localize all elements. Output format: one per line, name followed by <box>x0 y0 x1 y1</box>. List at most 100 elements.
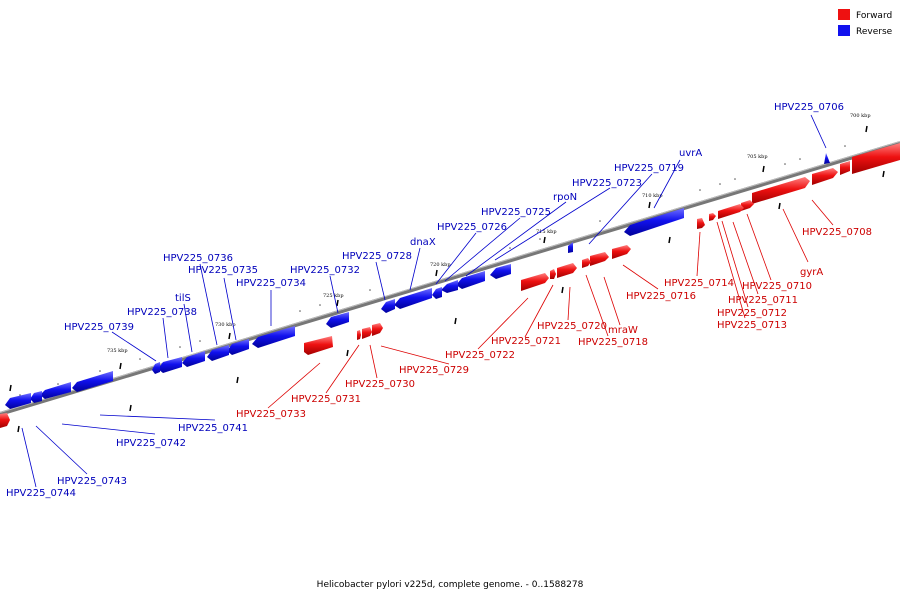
scale-dot <box>179 346 181 348</box>
gene-label[interactable]: HPV225_0708 <box>802 227 872 238</box>
gene-label[interactable]: HPV225_0743 <box>57 476 127 487</box>
gene-block-forward[interactable] <box>357 330 361 340</box>
leader-line <box>329 275 339 314</box>
gene-label[interactable]: HPV225_0722 <box>445 350 515 361</box>
leader-line <box>721 220 749 308</box>
gene-block-forward[interactable] <box>362 327 372 339</box>
gene-block-reverse[interactable] <box>490 264 511 279</box>
gene-block-forward[interactable] <box>582 258 591 268</box>
gene-label[interactable]: HPV225_0735 <box>188 265 258 276</box>
gene-label[interactable]: gyrA <box>800 267 823 278</box>
gene-block-forward[interactable] <box>372 323 383 336</box>
gene-block-reverse[interactable] <box>252 326 295 348</box>
legend-forward-label: Forward <box>856 11 892 21</box>
gene-label[interactable]: HPV225_0721 <box>491 336 561 347</box>
gene-block-reverse[interactable] <box>456 271 485 289</box>
gene-label[interactable]: uvrA <box>679 148 702 159</box>
gene-block-forward[interactable] <box>557 263 577 278</box>
gene-block-forward[interactable] <box>697 218 705 229</box>
gene-block-reverse[interactable] <box>182 351 205 367</box>
leader-line <box>111 331 157 362</box>
gene-block-reverse[interactable] <box>568 242 573 253</box>
leader-line <box>21 427 37 488</box>
gene-block-forward[interactable] <box>590 252 609 266</box>
gene-label[interactable]: HPV225_0732 <box>290 265 360 276</box>
gene-label[interactable]: HPV225_0714 <box>664 278 734 289</box>
gene-label[interactable]: HPV225_0738 <box>127 307 197 318</box>
gene-block-reverse[interactable] <box>624 208 684 236</box>
leader-line <box>477 297 529 350</box>
gene-block-forward[interactable] <box>852 143 900 174</box>
gene-block-forward[interactable] <box>752 177 810 204</box>
gene-label[interactable]: HPV225_0720 <box>537 321 607 332</box>
gene-label[interactable]: HPV225_0723 <box>572 178 642 189</box>
gene-block-reverse[interactable] <box>40 382 71 399</box>
gene-label[interactable]: HPV225_0729 <box>399 365 469 376</box>
gene-block-forward[interactable] <box>612 245 631 259</box>
scale-dot <box>299 310 301 312</box>
gene-block-reverse[interactable] <box>158 357 182 373</box>
gene-label[interactable]: HPV225_0712 <box>717 308 787 319</box>
scale-dot <box>19 394 21 396</box>
gene-block-forward[interactable] <box>550 269 556 279</box>
gene-label[interactable]: HPV225_0719 <box>614 163 684 174</box>
gene-block-reverse[interactable] <box>441 280 458 293</box>
gene-label[interactable]: tilS <box>175 293 191 304</box>
gene-block-reverse[interactable] <box>30 391 42 403</box>
scale-tick <box>882 170 885 178</box>
gene-block-reverse[interactable] <box>207 345 229 361</box>
gene-label[interactable]: HPV225_0726 <box>437 222 507 233</box>
gene-block-forward[interactable] <box>812 168 838 185</box>
gene-block-reverse[interactable] <box>227 339 249 355</box>
scale-tick <box>543 236 546 244</box>
gene-block-reverse[interactable] <box>152 362 160 374</box>
scale-dot <box>784 163 786 165</box>
gene-block-forward[interactable] <box>304 336 333 355</box>
gene-block-forward[interactable] <box>840 161 850 175</box>
scale-label: 705 kbp <box>747 154 768 160</box>
gene-block-forward[interactable] <box>0 413 10 428</box>
gene-label[interactable]: HPV225_0731 <box>291 394 361 405</box>
gene-label[interactable]: HPV225_0736 <box>163 253 233 264</box>
scale-tick <box>668 236 671 244</box>
scale-dot <box>799 158 801 160</box>
scale-dot <box>844 145 846 147</box>
gene-label[interactable]: HPV225_0710 <box>742 281 812 292</box>
gene-block-reverse[interactable] <box>381 299 395 313</box>
gene-label[interactable]: HPV225_0711 <box>728 295 798 306</box>
scale-tick <box>129 404 132 412</box>
gene-block-reverse[interactable] <box>72 371 113 392</box>
gene-label[interactable]: mraW <box>608 325 638 336</box>
gene-label[interactable]: HPV225_0713 <box>717 320 787 331</box>
gene-label[interactable]: HPV225_0734 <box>236 278 306 289</box>
gene-label[interactable]: HPV225_0730 <box>345 379 415 390</box>
gene-block-forward[interactable] <box>709 213 716 221</box>
gene-block-reverse[interactable] <box>5 393 31 409</box>
legend-reverse-label: Reverse <box>856 27 893 37</box>
gene-block-reverse[interactable] <box>394 288 432 309</box>
gene-label[interactable]: HPV225_0742 <box>116 438 186 449</box>
gene-label[interactable]: rpoN <box>553 192 577 203</box>
gene-block-forward[interactable] <box>741 200 754 211</box>
gene-label[interactable]: HPV225_0718 <box>578 337 648 348</box>
gene-block-reverse[interactable] <box>326 312 349 328</box>
scale-dot <box>509 247 511 249</box>
gene-label[interactable]: HPV225_0741 <box>178 423 248 434</box>
gene-label[interactable]: HPV225_0739 <box>64 322 134 333</box>
gene-label[interactable]: HPV225_0725 <box>481 207 551 218</box>
scale-tick <box>561 286 564 294</box>
gene-label[interactable]: HPV225_0733 <box>236 409 306 420</box>
leader-line <box>811 199 834 226</box>
gene-label[interactable]: HPV225_0716 <box>626 291 696 302</box>
leader-line <box>524 284 554 338</box>
gene-block-forward[interactable] <box>521 273 549 291</box>
gene-block-reverse[interactable] <box>824 153 830 164</box>
scale-label: 715 kbp <box>536 229 557 235</box>
gene-label[interactable]: HPV225_0744 <box>6 488 76 499</box>
gene-block-forward[interactable] <box>718 204 744 219</box>
gene-label[interactable]: HPV225_0728 <box>342 251 412 262</box>
gene-block-reverse[interactable] <box>432 287 442 299</box>
gene-label[interactable]: dnaX <box>410 237 436 248</box>
gene-label[interactable]: HPV225_0706 <box>774 102 844 113</box>
